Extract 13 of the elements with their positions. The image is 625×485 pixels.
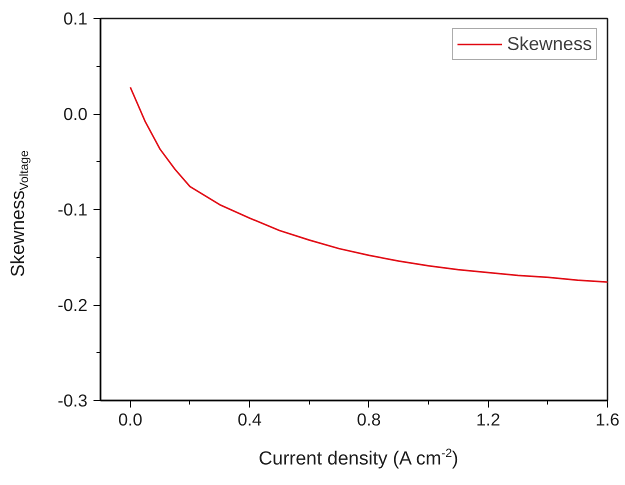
x-tick-label: 1.6 [595,410,620,430]
y-tick-label: 0.0 [63,104,88,124]
y-tick-label: -0.3 [58,390,88,410]
x-tick-label: 0.4 [238,410,262,430]
y-tick-label: -0.2 [58,295,88,315]
x-tick-label: 0.8 [356,410,381,430]
y-tick-label: 0.1 [63,8,88,28]
legend-label: Skewness [506,33,592,55]
x-tick-label: 1.2 [476,410,500,430]
line-series [130,86,608,283]
x-axis-title: Current density (A cm$^{-2}$) [258,445,460,472]
y-tick-label: -0.1 [58,200,88,220]
x-tick-label: 0.0 [118,410,142,430]
